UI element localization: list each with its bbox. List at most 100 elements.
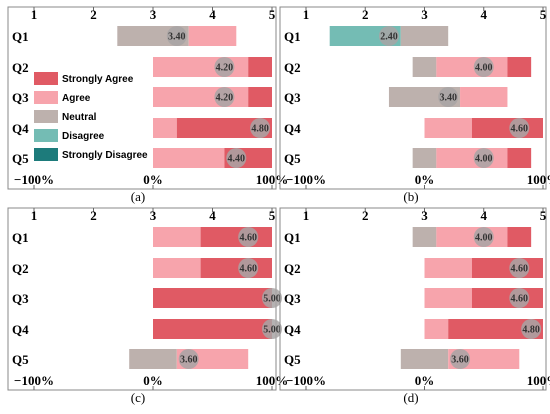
legend-entry: Agree bbox=[62, 93, 91, 104]
bar-segment-neutral bbox=[412, 57, 437, 77]
mean-marker bbox=[238, 258, 259, 278]
legend-entry: Neutral bbox=[62, 112, 97, 123]
panel-b: 1 2 3 4 5 −100% 0% 100% Q1 2.40 Q2 4.00 Q3 3.40 Q4 4.60… bbox=[279, 6, 550, 190]
bar-segment-strongly-agree bbox=[153, 288, 272, 308]
bar-segment-strongly-agree bbox=[448, 319, 543, 339]
mean-marker bbox=[378, 26, 399, 46]
mean-value-label: 3.60 bbox=[180, 355, 198, 366]
mean-value-label: 4.80 bbox=[251, 124, 269, 135]
legend-entry: Strongly Agree bbox=[62, 74, 134, 85]
mean-marker bbox=[521, 319, 542, 339]
mean-marker bbox=[509, 258, 530, 278]
question-label: Q1 bbox=[284, 230, 301, 245]
bar-segment-agree bbox=[436, 227, 508, 247]
mean-value-label: 4.20 bbox=[216, 63, 234, 74]
panel-c: 1 2 3 4 5 −100% 0% 100% Q1 4.60 Q2 4.60 Q3 5.00 Q4 5.00… bbox=[7, 207, 289, 391]
bar-segment-strongly-agree bbox=[153, 319, 272, 339]
mean-marker bbox=[473, 57, 494, 77]
top-tick-label: 5 bbox=[540, 7, 547, 22]
bar-segment-agree bbox=[424, 258, 472, 278]
panel-caption: (c) bbox=[131, 390, 145, 405]
top-tick-label: 3 bbox=[150, 7, 157, 22]
bar-row-q2: Q2 4.60 bbox=[284, 258, 543, 278]
bar-segment-agree bbox=[153, 148, 225, 168]
bar-row-q4: Q4 4.80 bbox=[284, 319, 543, 339]
bottom-tick-label: 100% bbox=[256, 373, 289, 388]
bar-row-q5: Q5 3.60 bbox=[284, 349, 520, 369]
bar-row-q2: Q2 4.20 bbox=[12, 57, 272, 77]
question-label: Q3 bbox=[12, 90, 29, 105]
top-tick-label: 4 bbox=[481, 7, 488, 22]
top-tick-label: 3 bbox=[150, 208, 157, 223]
mean-value-label: 4.60 bbox=[511, 294, 529, 305]
top-tick-label: 1 bbox=[303, 7, 310, 22]
bottom-tick-label: −100% bbox=[286, 172, 326, 187]
panel-a: 1 2 3 4 5 −100% 0% 100% Q1 3.40 Q2 4.20 Q3 4.20 Q4 4.80… bbox=[7, 6, 288, 190]
question-label: Q1 bbox=[12, 29, 29, 44]
mean-marker bbox=[226, 148, 247, 168]
top-tick-label: 2 bbox=[90, 208, 97, 223]
mean-marker bbox=[509, 288, 530, 308]
mean-marker bbox=[214, 87, 235, 107]
mean-value-label: 4.00 bbox=[475, 63, 493, 74]
top-tick-label: 4 bbox=[209, 7, 216, 22]
bar-segment-strongly-agree bbox=[507, 227, 532, 247]
bar-row-q2: Q2 4.00 bbox=[284, 57, 532, 77]
bar-row-q3: Q3 3.40 bbox=[284, 87, 508, 107]
question-label: Q5 bbox=[284, 151, 301, 166]
bar-segment-agree bbox=[424, 288, 472, 308]
question-label: Q1 bbox=[284, 29, 301, 44]
mean-value-label: 4.80 bbox=[522, 325, 540, 336]
bar-row-q5: Q5 4.00 bbox=[284, 148, 532, 168]
bar-segment-strongly-agree bbox=[507, 148, 532, 168]
question-label: Q5 bbox=[12, 151, 29, 166]
bar-row-q1: Q1 3.40 bbox=[12, 26, 237, 46]
mean-value-label: 4.00 bbox=[475, 233, 493, 244]
bottom-tick-label: 0% bbox=[415, 172, 435, 187]
bar-segment-agree bbox=[188, 26, 237, 46]
mean-value-label: 5.00 bbox=[263, 325, 281, 336]
legend: Strongly Agree Agree Neutral Disagree Strong… bbox=[34, 72, 148, 161]
top-tick-label: 4 bbox=[481, 208, 488, 223]
mean-marker bbox=[473, 227, 494, 247]
mean-marker bbox=[178, 349, 199, 369]
bar-row-q3: Q3 4.20 bbox=[12, 87, 272, 107]
panel-caption: (d) bbox=[403, 390, 418, 405]
question-label: Q3 bbox=[284, 291, 301, 306]
mean-value-label: 3.40 bbox=[439, 93, 457, 104]
question-label: Q3 bbox=[12, 291, 29, 306]
bar-row-q1: Q1 4.60 bbox=[12, 227, 272, 247]
bottom-tick-label: 0% bbox=[143, 373, 163, 388]
top-tick-label: 5 bbox=[540, 208, 547, 223]
mean-value-label: 4.60 bbox=[511, 124, 529, 135]
mean-value-label: 5.00 bbox=[263, 294, 281, 305]
bar-row-q5: Q5 3.60 bbox=[12, 349, 249, 369]
mean-marker bbox=[250, 118, 271, 138]
mean-marker bbox=[509, 118, 530, 138]
panel-frame bbox=[7, 6, 277, 190]
bar-row-q2: Q2 4.60 bbox=[12, 258, 272, 278]
panel-frame bbox=[279, 6, 547, 190]
panel-caption: (b) bbox=[403, 189, 418, 204]
mean-value-label: 3.40 bbox=[168, 32, 186, 43]
panel-d: 1 2 3 4 5 −100% 0% 100% Q1 4.00 Q2 4.60 Q3 4.60 Q4 4.80… bbox=[279, 207, 550, 391]
top-tick-label: 1 bbox=[31, 208, 38, 223]
bottom-tick-label: −100% bbox=[14, 172, 54, 187]
bar-segment-agree bbox=[153, 258, 201, 278]
top-tick-label: 3 bbox=[421, 7, 428, 22]
mean-marker bbox=[238, 227, 259, 247]
bar-segment-strongly-agree bbox=[507, 57, 532, 77]
question-label: Q2 bbox=[12, 60, 29, 75]
question-label: Q5 bbox=[284, 352, 301, 367]
mean-value-label: 3.60 bbox=[451, 355, 469, 366]
bar-row-q4: Q4 4.80 bbox=[12, 118, 272, 138]
top-tick-label: 2 bbox=[362, 7, 369, 22]
bar-segment-neutral bbox=[412, 148, 437, 168]
legend-swatch bbox=[34, 129, 58, 142]
bar-segment-agree bbox=[436, 148, 508, 168]
question-label: Q2 bbox=[284, 261, 301, 276]
mean-marker bbox=[166, 26, 187, 46]
top-tick-label: 3 bbox=[421, 208, 428, 223]
question-label: Q3 bbox=[284, 90, 301, 105]
